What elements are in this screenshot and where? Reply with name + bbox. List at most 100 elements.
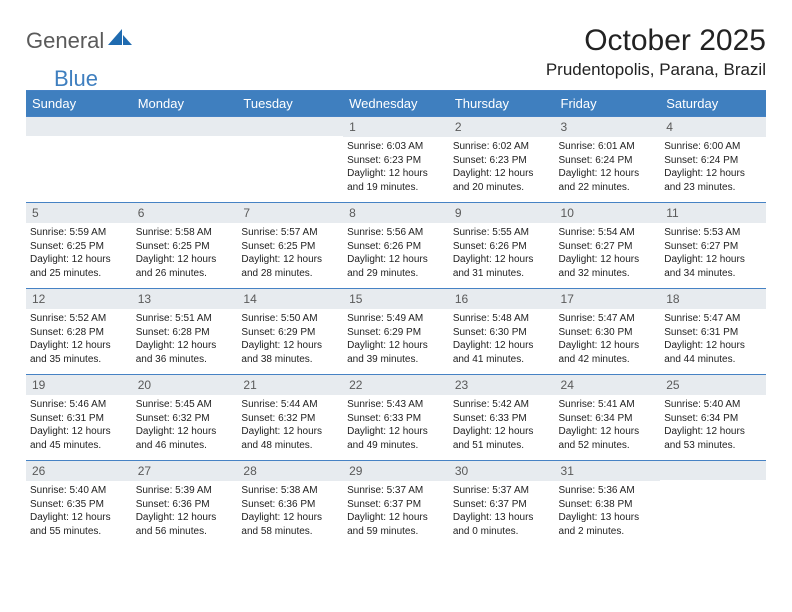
- day-number: 3: [555, 116, 661, 137]
- empty-day: [26, 116, 132, 136]
- day-content: Sunrise: 5:36 AMSunset: 6:38 PMDaylight:…: [555, 481, 661, 540]
- day-content: Sunrise: 5:59 AMSunset: 6:25 PMDaylight:…: [26, 223, 132, 282]
- location: Prudentopolis, Parana, Brazil: [546, 60, 766, 80]
- day-content: Sunrise: 5:37 AMSunset: 6:37 PMDaylight:…: [449, 481, 555, 540]
- day-number: 15: [343, 288, 449, 309]
- calendar-cell: 1Sunrise: 6:03 AMSunset: 6:23 PMDaylight…: [343, 116, 449, 202]
- day-number: 25: [660, 374, 766, 395]
- calendar-cell: 14Sunrise: 5:50 AMSunset: 6:29 PMDayligh…: [237, 288, 343, 374]
- logo-word-1: General: [26, 28, 104, 54]
- calendar-cell: 18Sunrise: 5:47 AMSunset: 6:31 PMDayligh…: [660, 288, 766, 374]
- logo-word-2: Blue: [54, 66, 98, 92]
- calendar-cell: [26, 116, 132, 202]
- day-content: Sunrise: 5:55 AMSunset: 6:26 PMDaylight:…: [449, 223, 555, 282]
- day-header: Thursday: [449, 91, 555, 116]
- calendar-week: 26Sunrise: 5:40 AMSunset: 6:35 PMDayligh…: [26, 460, 766, 546]
- day-number: 20: [132, 374, 238, 395]
- day-content: Sunrise: 5:54 AMSunset: 6:27 PMDaylight:…: [555, 223, 661, 282]
- calendar-week: 12Sunrise: 5:52 AMSunset: 6:28 PMDayligh…: [26, 288, 766, 374]
- day-number: 18: [660, 288, 766, 309]
- day-content: Sunrise: 6:02 AMSunset: 6:23 PMDaylight:…: [449, 137, 555, 196]
- day-header: Sunday: [26, 91, 132, 116]
- day-number: 28: [237, 460, 343, 481]
- calendar-week: 19Sunrise: 5:46 AMSunset: 6:31 PMDayligh…: [26, 374, 766, 460]
- calendar-cell: 6Sunrise: 5:58 AMSunset: 6:25 PMDaylight…: [132, 202, 238, 288]
- day-number: 10: [555, 202, 661, 223]
- calendar-cell: 21Sunrise: 5:44 AMSunset: 6:32 PMDayligh…: [237, 374, 343, 460]
- calendar-cell: 5Sunrise: 5:59 AMSunset: 6:25 PMDaylight…: [26, 202, 132, 288]
- day-number: 21: [237, 374, 343, 395]
- day-number: 9: [449, 202, 555, 223]
- calendar-cell: 26Sunrise: 5:40 AMSunset: 6:35 PMDayligh…: [26, 460, 132, 546]
- calendar-cell: 10Sunrise: 5:54 AMSunset: 6:27 PMDayligh…: [555, 202, 661, 288]
- day-content: Sunrise: 6:00 AMSunset: 6:24 PMDaylight:…: [660, 137, 766, 196]
- day-number: 17: [555, 288, 661, 309]
- calendar-cell: 7Sunrise: 5:57 AMSunset: 6:25 PMDaylight…: [237, 202, 343, 288]
- day-content: Sunrise: 5:40 AMSunset: 6:35 PMDaylight:…: [26, 481, 132, 540]
- day-content: Sunrise: 5:40 AMSunset: 6:34 PMDaylight:…: [660, 395, 766, 454]
- day-content: Sunrise: 5:51 AMSunset: 6:28 PMDaylight:…: [132, 309, 238, 368]
- day-header: Friday: [555, 91, 661, 116]
- day-number: 27: [132, 460, 238, 481]
- calendar-cell: 4Sunrise: 6:00 AMSunset: 6:24 PMDaylight…: [660, 116, 766, 202]
- logo: General: [26, 28, 112, 54]
- day-content: Sunrise: 5:48 AMSunset: 6:30 PMDaylight:…: [449, 309, 555, 368]
- day-content: Sunrise: 5:45 AMSunset: 6:32 PMDaylight:…: [132, 395, 238, 454]
- day-content: Sunrise: 5:43 AMSunset: 6:33 PMDaylight:…: [343, 395, 449, 454]
- calendar-cell: 27Sunrise: 5:39 AMSunset: 6:36 PMDayligh…: [132, 460, 238, 546]
- day-content: Sunrise: 5:46 AMSunset: 6:31 PMDaylight:…: [26, 395, 132, 454]
- day-number: 26: [26, 460, 132, 481]
- month-title: October 2025: [546, 24, 766, 58]
- calendar-cell: 25Sunrise: 5:40 AMSunset: 6:34 PMDayligh…: [660, 374, 766, 460]
- day-number: 5: [26, 202, 132, 223]
- calendar-cell: 19Sunrise: 5:46 AMSunset: 6:31 PMDayligh…: [26, 374, 132, 460]
- empty-day: [660, 460, 766, 480]
- day-header: Saturday: [660, 91, 766, 116]
- calendar-header-row: SundayMondayTuesdayWednesdayThursdayFrid…: [26, 91, 766, 116]
- day-content: Sunrise: 5:56 AMSunset: 6:26 PMDaylight:…: [343, 223, 449, 282]
- calendar-cell: 31Sunrise: 5:36 AMSunset: 6:38 PMDayligh…: [555, 460, 661, 546]
- calendar-cell: 12Sunrise: 5:52 AMSunset: 6:28 PMDayligh…: [26, 288, 132, 374]
- day-content: Sunrise: 5:49 AMSunset: 6:29 PMDaylight:…: [343, 309, 449, 368]
- calendar-cell: 2Sunrise: 6:02 AMSunset: 6:23 PMDaylight…: [449, 116, 555, 202]
- day-number: 6: [132, 202, 238, 223]
- calendar-table: SundayMondayTuesdayWednesdayThursdayFrid…: [26, 91, 766, 546]
- day-header: Wednesday: [343, 91, 449, 116]
- day-number: 7: [237, 202, 343, 223]
- day-content: Sunrise: 5:47 AMSunset: 6:30 PMDaylight:…: [555, 309, 661, 368]
- calendar-cell: 8Sunrise: 5:56 AMSunset: 6:26 PMDaylight…: [343, 202, 449, 288]
- calendar-cell: [660, 460, 766, 546]
- day-number: 14: [237, 288, 343, 309]
- day-number: 1: [343, 116, 449, 137]
- day-number: 24: [555, 374, 661, 395]
- day-content: Sunrise: 5:44 AMSunset: 6:32 PMDaylight:…: [237, 395, 343, 454]
- calendar-week: 5Sunrise: 5:59 AMSunset: 6:25 PMDaylight…: [26, 202, 766, 288]
- calendar-cell: 28Sunrise: 5:38 AMSunset: 6:36 PMDayligh…: [237, 460, 343, 546]
- header: General October 2025 Prudentopolis, Para…: [26, 24, 766, 80]
- calendar-cell: 30Sunrise: 5:37 AMSunset: 6:37 PMDayligh…: [449, 460, 555, 546]
- day-number: 30: [449, 460, 555, 481]
- day-number: 22: [343, 374, 449, 395]
- day-content: Sunrise: 5:47 AMSunset: 6:31 PMDaylight:…: [660, 309, 766, 368]
- day-content: Sunrise: 5:37 AMSunset: 6:37 PMDaylight:…: [343, 481, 449, 540]
- calendar-cell: 13Sunrise: 5:51 AMSunset: 6:28 PMDayligh…: [132, 288, 238, 374]
- calendar-week: 1Sunrise: 6:03 AMSunset: 6:23 PMDaylight…: [26, 116, 766, 202]
- day-content: Sunrise: 5:38 AMSunset: 6:36 PMDaylight:…: [237, 481, 343, 540]
- calendar-cell: 15Sunrise: 5:49 AMSunset: 6:29 PMDayligh…: [343, 288, 449, 374]
- title-block: October 2025 Prudentopolis, Parana, Braz…: [546, 24, 766, 80]
- calendar-cell: 29Sunrise: 5:37 AMSunset: 6:37 PMDayligh…: [343, 460, 449, 546]
- day-number: 19: [26, 374, 132, 395]
- calendar-cell: 23Sunrise: 5:42 AMSunset: 6:33 PMDayligh…: [449, 374, 555, 460]
- calendar-cell: 11Sunrise: 5:53 AMSunset: 6:27 PMDayligh…: [660, 202, 766, 288]
- day-number: 2: [449, 116, 555, 137]
- day-content: Sunrise: 5:53 AMSunset: 6:27 PMDaylight:…: [660, 223, 766, 282]
- calendar-cell: 9Sunrise: 5:55 AMSunset: 6:26 PMDaylight…: [449, 202, 555, 288]
- day-content: Sunrise: 5:58 AMSunset: 6:25 PMDaylight:…: [132, 223, 238, 282]
- day-content: Sunrise: 5:39 AMSunset: 6:36 PMDaylight:…: [132, 481, 238, 540]
- day-content: Sunrise: 5:57 AMSunset: 6:25 PMDaylight:…: [237, 223, 343, 282]
- day-content: Sunrise: 5:42 AMSunset: 6:33 PMDaylight:…: [449, 395, 555, 454]
- day-number: 16: [449, 288, 555, 309]
- calendar-cell: 24Sunrise: 5:41 AMSunset: 6:34 PMDayligh…: [555, 374, 661, 460]
- day-number: 8: [343, 202, 449, 223]
- day-number: 23: [449, 374, 555, 395]
